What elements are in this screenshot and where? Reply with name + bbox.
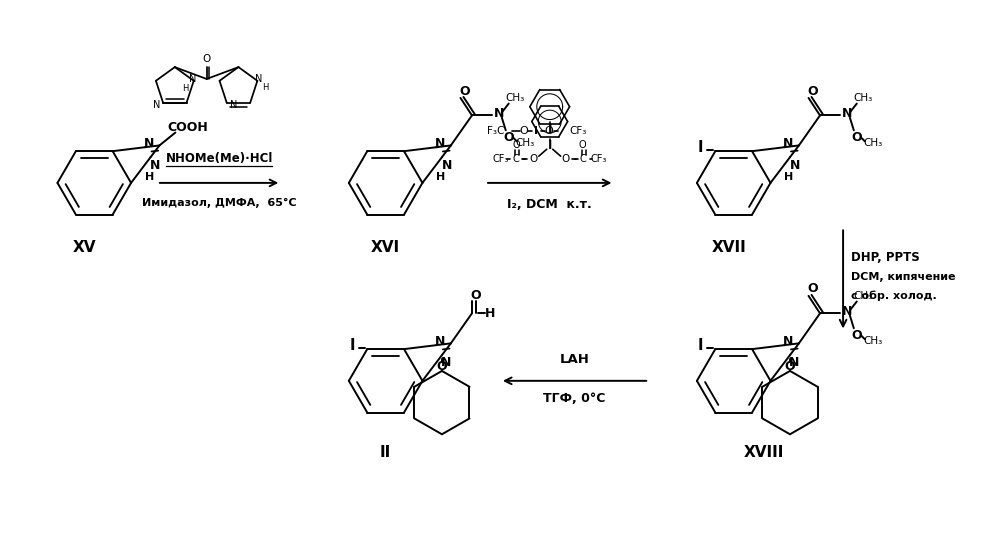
Text: N: N [189,74,196,84]
Text: I: I [698,338,703,353]
Text: CH₃: CH₃ [863,336,882,346]
Text: I: I [548,139,552,152]
Text: Имидазол, ДМФА,  65°C: Имидазол, ДМФА, 65°C [142,198,296,208]
Text: N: N [230,100,237,110]
Text: O: O [437,360,447,373]
Text: с обр. холод.: с обр. холод. [851,291,937,301]
Text: O: O [512,140,520,150]
Text: CH₃: CH₃ [863,138,882,148]
Text: C: C [579,154,586,164]
Text: O: O [530,154,538,164]
Text: N: N [153,100,161,110]
Text: O: O [459,84,470,98]
Text: O: O [851,130,862,144]
Text: N: N [842,305,852,318]
Text: I: I [547,123,552,136]
Text: C: C [513,154,519,164]
Text: I: I [534,126,538,136]
Text: H: H [145,172,154,182]
Text: I₂, DCM  к.т.: I₂, DCM к.т. [507,198,592,211]
Text: N: N [442,158,452,172]
Text: O: O [785,360,795,373]
Text: I: I [698,140,703,155]
Text: DCM, кипячение: DCM, кипячение [851,272,956,282]
Text: CH₃: CH₃ [853,291,872,301]
Text: CF₃: CF₃ [493,154,509,164]
Text: DHP, PPTS: DHP, PPTS [851,251,920,264]
Text: XVI: XVI [371,240,400,255]
Text: CH₃: CH₃ [853,92,872,103]
Text: N: N [783,335,793,348]
Text: N: N [435,335,445,348]
Text: II: II [380,445,391,460]
Text: N: N [790,158,800,172]
Text: NHOMe(Me)·HCl: NHOMe(Me)·HCl [165,151,273,165]
Text: H: H [262,83,269,92]
Text: O: O [503,130,514,144]
Text: I: I [350,338,355,353]
Text: CF₃: CF₃ [590,154,607,164]
Text: H: H [485,307,495,320]
Text: O: O [203,54,211,64]
Text: N: N [144,137,154,150]
Text: H: H [436,172,446,182]
Text: N: N [255,74,262,84]
Text: F₃C: F₃C [487,126,505,136]
Text: COOH: COOH [167,121,208,134]
Text: XV: XV [73,240,96,255]
Text: O: O [807,84,818,98]
Text: CH₃: CH₃ [515,138,534,148]
Text: N: N [789,355,799,368]
Text: N: N [150,158,161,172]
Text: ТГФ, 0°C: ТГФ, 0°C [543,392,606,405]
Text: XVIII: XVIII [743,445,784,460]
Text: H: H [784,172,794,182]
Text: CF₃: CF₃ [569,126,586,136]
Text: O: O [807,282,818,295]
Text: O: O [471,289,481,302]
Text: O: O [519,126,528,136]
Text: N: N [783,137,793,150]
Text: LAH: LAH [560,353,590,366]
Text: N: N [494,107,504,120]
Text: O: O [544,126,553,136]
Text: XVII: XVII [711,240,746,255]
Text: O: O [579,140,586,150]
Text: H: H [183,84,189,93]
Text: N: N [435,137,445,150]
Text: N: N [842,107,852,120]
Text: CH₃: CH₃ [505,92,524,103]
Text: O: O [562,154,570,164]
Text: O: O [851,329,862,342]
Text: N: N [441,355,451,368]
